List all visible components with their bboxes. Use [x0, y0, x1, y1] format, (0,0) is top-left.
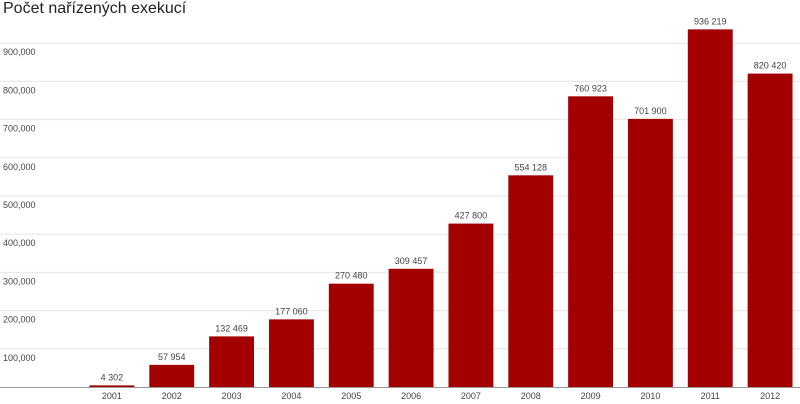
x-axis-ticks: 2001 2002 2003 2004 2005 2006 2007 2008 2009 2010… [102, 391, 780, 401]
x-tick-label: 2002 [162, 391, 182, 401]
bar-value-label: 309 457 [395, 256, 428, 266]
y-tick-label: 200,000 [3, 315, 36, 325]
x-tick-label: 2007 [461, 391, 481, 401]
bar [627, 118, 673, 387]
x-tick-label: 2006 [401, 391, 421, 401]
y-tick-label: 600,000 [3, 162, 36, 172]
bar-value-label: 427 800 [455, 211, 488, 221]
bar [328, 283, 374, 387]
bar-value-label: 132 469 [215, 323, 248, 333]
x-tick-label: 2009 [581, 391, 601, 401]
x-tick-label: 2003 [222, 391, 242, 401]
x-tick-label: 2011 [701, 391, 720, 401]
y-tick-label: 900,000 [3, 47, 36, 57]
y-tick-label: 800,000 [3, 85, 36, 95]
x-tick-label: 2005 [341, 391, 361, 401]
y-tick-label: 700,000 [3, 124, 36, 134]
bar-value-label: 820 420 [754, 61, 787, 71]
bar [508, 175, 554, 387]
bar [568, 96, 614, 387]
x-tick-label: 2001 [102, 391, 122, 401]
bar-value-label: 554 128 [514, 162, 547, 172]
bars [89, 29, 793, 388]
y-tick-label: 300,000 [3, 276, 36, 286]
bar-value-label: 701 900 [634, 106, 667, 116]
bar-value-label: 177 060 [275, 306, 308, 316]
bar [388, 268, 434, 387]
bar [149, 364, 195, 387]
x-tick-label: 2004 [281, 391, 301, 401]
x-tick-label: 2008 [521, 391, 541, 401]
x-tick-label: 2010 [640, 391, 660, 401]
bar [448, 223, 494, 387]
bar [747, 73, 793, 388]
bar-value-label: 57 954 [158, 352, 186, 362]
bar [687, 29, 733, 387]
y-tick-label: 500,000 [3, 200, 36, 210]
bar-value-label: 270 480 [335, 271, 368, 281]
x-tick-label: 2012 [760, 391, 780, 401]
bar [268, 319, 314, 387]
bar [209, 336, 255, 387]
bar [89, 385, 135, 387]
y-axis-ticks: 100,000 200,000 300,000 400,000 500,000 600,0… [3, 47, 36, 363]
bar-value-label: 936 219 [694, 16, 727, 26]
bar-value-label: 4 302 [101, 372, 124, 382]
y-tick-label: 400,000 [3, 238, 36, 248]
bar-value-label: 760 923 [574, 83, 607, 93]
y-tick-label: 100,000 [3, 353, 36, 363]
bar-value-labels: 4 302 57 954 132 469 177 060 270 480 309 457 4… [101, 16, 787, 382]
chart-title: Počet nařízených exekucí [3, 0, 187, 17]
